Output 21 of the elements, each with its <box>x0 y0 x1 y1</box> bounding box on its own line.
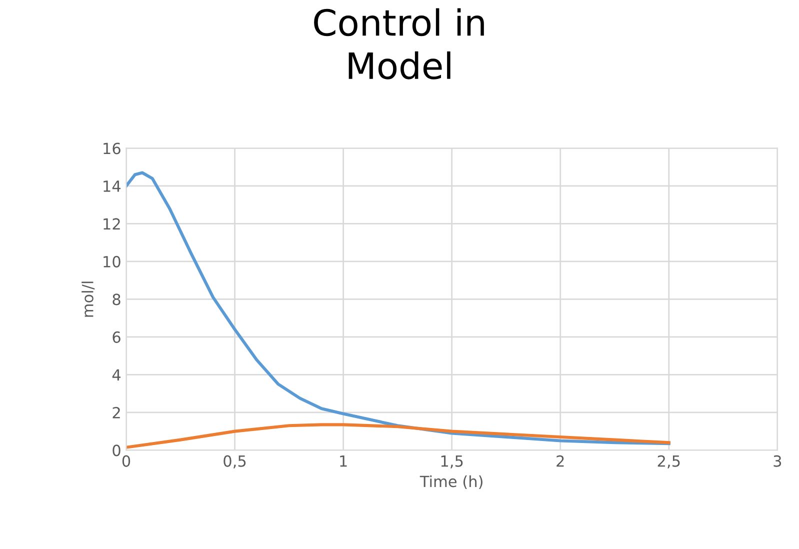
x-tick-label: 3 <box>774 455 782 467</box>
x-axis-title: Time (h) <box>420 475 482 490</box>
line-series <box>126 171 670 446</box>
y-tick-label: 4 <box>112 369 121 380</box>
x-tick-label: 2,5 <box>658 455 680 468</box>
x-tick-label: 1 <box>340 456 347 467</box>
y-tick-label: 2 <box>112 406 120 418</box>
x-tick-label: 0,5 <box>224 455 246 468</box>
y-tick-label: 14 <box>104 180 121 192</box>
y-tick-label: 10 <box>104 256 120 268</box>
y-tick-label: 12 <box>104 218 120 230</box>
y-tick-label: 6 <box>112 331 120 343</box>
x-tick-label: 2 <box>556 455 564 467</box>
y-tick-label: 16 <box>104 142 120 154</box>
x-tick-label: 0 <box>122 455 130 467</box>
x-tick-label: 1,5 <box>441 456 463 468</box>
y-tick-label: 0 <box>112 444 120 456</box>
line-series <box>126 423 670 449</box>
y-axis-title: mol/l <box>82 282 95 317</box>
y-tick-label: 8 <box>112 294 120 306</box>
chart-title: Control in Model <box>314 8 484 80</box>
